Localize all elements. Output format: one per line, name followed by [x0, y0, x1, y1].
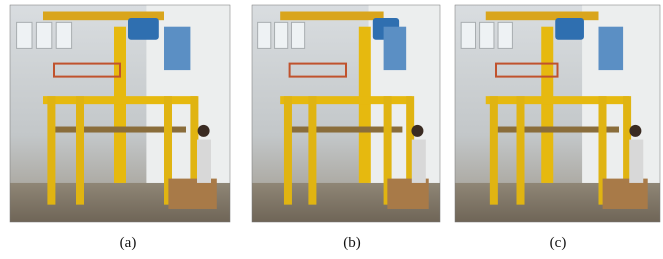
window [480, 22, 494, 48]
desk [387, 179, 428, 209]
frame-post [76, 96, 84, 205]
panel-caption: (c) [550, 235, 567, 251]
person-head [411, 125, 423, 137]
person-body [412, 140, 426, 183]
actuator-plate [164, 27, 190, 70]
person-body [629, 140, 643, 183]
desk [603, 179, 648, 209]
actuator [128, 18, 159, 40]
actuator-plate [384, 27, 407, 70]
window [258, 22, 271, 48]
person-body [197, 140, 211, 183]
person-head [629, 125, 641, 137]
actuator [555, 18, 584, 40]
photo-panel [10, 5, 230, 222]
window [36, 22, 51, 48]
window [56, 22, 71, 48]
panel-caption: (b) [343, 235, 361, 251]
column [114, 27, 126, 183]
frame-post [308, 96, 316, 205]
window [291, 22, 304, 48]
window [275, 22, 288, 48]
frame-beam [486, 96, 630, 104]
window [17, 22, 32, 48]
page: {"figure": {"panels": [{"label": "(a)"},… [0, 0, 663, 259]
desk [168, 179, 216, 209]
frame-post [284, 96, 292, 205]
window [498, 22, 512, 48]
frame-beam [43, 96, 197, 104]
frame-post [517, 96, 525, 205]
figure: (a) (b) (c) [0, 0, 663, 259]
photo-panel [252, 5, 440, 222]
person-head [198, 125, 210, 137]
frame-beam [280, 96, 412, 104]
window [461, 22, 475, 48]
column [359, 27, 371, 183]
frame-post [490, 96, 498, 205]
frame-post [47, 96, 55, 205]
actuator-plate [599, 27, 624, 70]
crane-beam [280, 12, 383, 21]
column [541, 27, 553, 183]
panel-caption: (a) [120, 235, 137, 251]
photo-panel [455, 5, 660, 222]
